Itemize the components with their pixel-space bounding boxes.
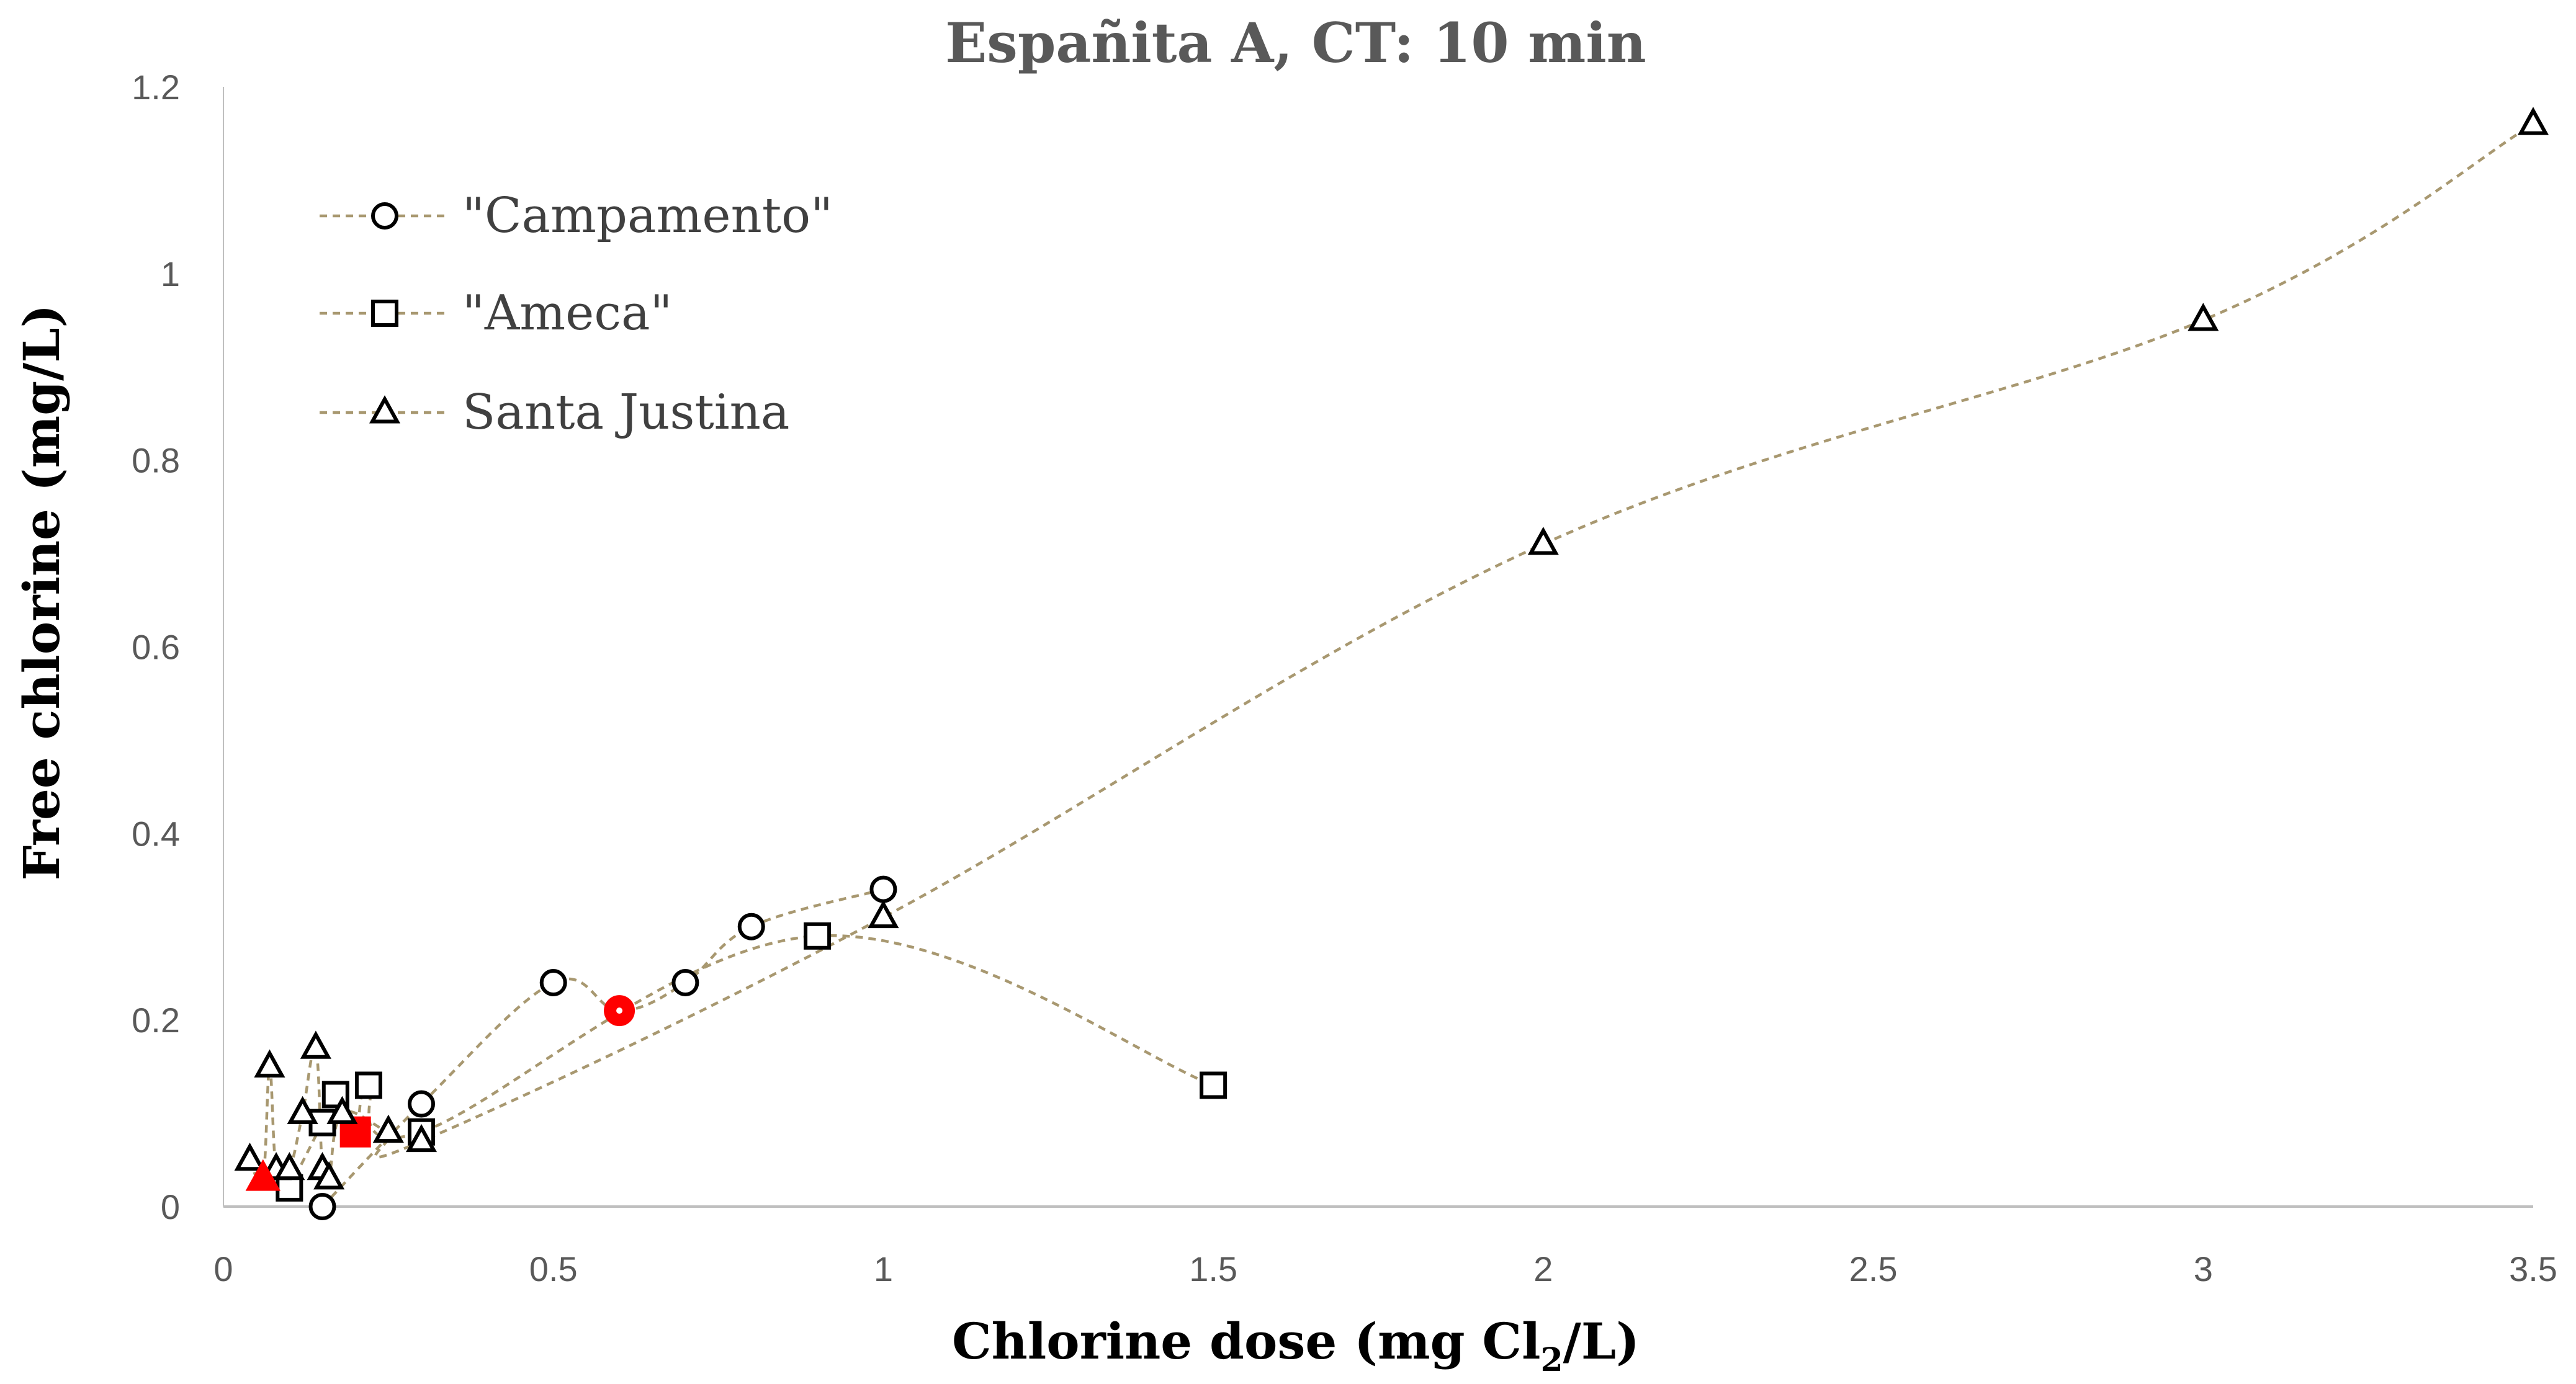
legend-marker-circle <box>371 202 398 230</box>
x-axis-title-end: /L) <box>1563 1312 1640 1370</box>
x-tick-label: 1 <box>874 1249 893 1288</box>
legend-label: Santa Justina <box>462 385 789 440</box>
data-point-square <box>1200 1071 1227 1099</box>
x-tick-label: 2.5 <box>1849 1249 1898 1288</box>
data-point-circle <box>308 1193 336 1220</box>
legend-label: "Ameca" <box>462 285 672 341</box>
y-tick-label: 0.2 <box>132 1001 180 1040</box>
data-point-triangle <box>234 1142 266 1171</box>
data-point-circle <box>671 969 699 996</box>
highlighted-point-triangle <box>245 1159 280 1191</box>
x-ticks: 0 0.5 1 1.5 2 2.5 3 3.5 <box>213 1249 2557 1288</box>
axes <box>223 87 2533 1208</box>
data-point-triangle <box>313 1161 345 1190</box>
x-tick-label: 3 <box>2194 1249 2213 1288</box>
series-markers <box>234 107 2549 1220</box>
data-point-square <box>354 1071 382 1099</box>
legend-marker-square <box>371 300 398 327</box>
y-tick-label: 0.8 <box>132 441 180 480</box>
data-point-triangle <box>2517 107 2549 135</box>
y-axis-title: Free chlorine (mg/L) <box>12 304 71 880</box>
y-tick-label: 0.6 <box>132 628 180 667</box>
y-tick-label: 1 <box>161 254 180 293</box>
data-point-triangle <box>254 1049 285 1078</box>
data-point-circle <box>408 1090 436 1118</box>
chart-title: Españita A, CT: 10 min <box>945 11 1646 75</box>
data-point-triangle <box>405 1123 438 1153</box>
highlighted-point-center <box>616 1007 623 1014</box>
legend: "Campamento" "Ameca" Santa Justina <box>320 188 833 440</box>
x-tick-label: 1.5 <box>1189 1249 1237 1288</box>
y-tick-label: 0 <box>161 1187 180 1226</box>
data-point-triangle <box>326 1096 358 1125</box>
data-point-triangle <box>372 1114 404 1143</box>
data-point-square <box>804 922 832 950</box>
x-tick-label: 3.5 <box>2509 1249 2557 1288</box>
data-point-circle <box>869 875 897 903</box>
x-axis-title-subscript: 2 <box>1540 1341 1563 1379</box>
data-point-circle <box>539 969 567 996</box>
legend-marker-triangle <box>369 395 401 424</box>
data-point-triangle <box>868 900 899 929</box>
x-axis-title-main: Chlorine dose (mg Cl <box>952 1312 1540 1370</box>
data-point-triangle <box>274 1151 305 1181</box>
x-tick-label: 0 <box>213 1249 233 1288</box>
x-tick-label: 0.5 <box>529 1249 578 1288</box>
series-line-circle <box>321 888 884 1208</box>
y-tick-label: 1.2 <box>132 68 180 107</box>
x-axis-title: Chlorine dose (mg Cl2/L) <box>952 1312 1640 1379</box>
y-tick-label: 0.4 <box>132 814 180 853</box>
data-point-circle <box>737 913 765 940</box>
legend-label: "Campamento" <box>462 188 833 244</box>
x-tick-label: 2 <box>1533 1249 1553 1288</box>
data-point-triangle <box>287 1096 318 1125</box>
series-line-triangle <box>248 123 2534 1188</box>
data-point-triangle <box>2188 303 2219 331</box>
data-point-triangle <box>300 1030 331 1059</box>
y-ticks: 0 0.2 0.4 0.6 0.8 1 1.2 <box>132 68 180 1226</box>
data-point-triangle <box>1527 527 1559 555</box>
